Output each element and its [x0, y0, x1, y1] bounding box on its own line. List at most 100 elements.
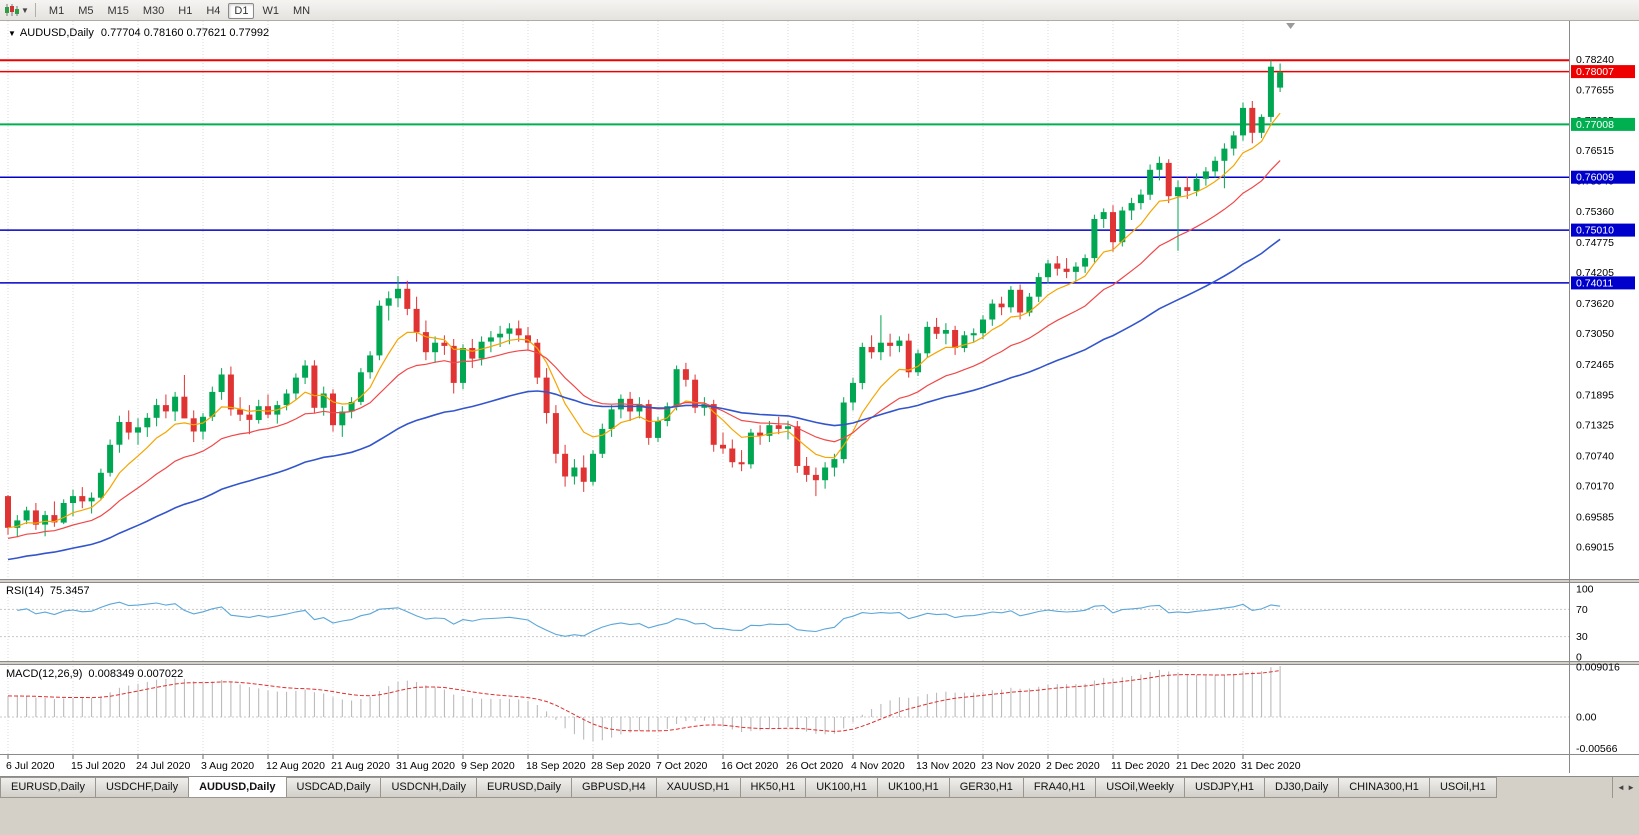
svg-text:0.78240: 0.78240 — [1576, 54, 1614, 66]
chart-tab-USOil-Weekly[interactable]: USOil,Weekly — [1096, 777, 1185, 798]
svg-text:0.69015: 0.69015 — [1576, 542, 1614, 554]
svg-text:-0.00566: -0.00566 — [1576, 743, 1618, 755]
svg-text:0.76009: 0.76009 — [1576, 172, 1614, 184]
timeframe-button-M5[interactable]: M5 — [78, 5, 94, 17]
svg-text:18 Sep 2020: 18 Sep 2020 — [526, 760, 586, 772]
price-badge-0.77008: 0.77008 — [1571, 117, 1635, 131]
svg-text:0.73050: 0.73050 — [1576, 328, 1614, 340]
price-axis-labels: 0.782400.776550.770850.765150.759400.753… — [1576, 54, 1620, 755]
svg-text:0.69585: 0.69585 — [1576, 512, 1614, 524]
svg-text:3 Aug 2020: 3 Aug 2020 — [201, 760, 254, 772]
svg-text:31 Aug 2020: 31 Aug 2020 — [396, 760, 455, 772]
svg-text:0.70740: 0.70740 — [1576, 450, 1614, 462]
svg-text:0: 0 — [1576, 652, 1582, 664]
svg-text:24 Jul 2020: 24 Jul 2020 — [136, 760, 190, 772]
panel-divider[interactable] — [0, 661, 1639, 665]
tab-scroll-arrows[interactable]: ◄ ► — [1612, 777, 1639, 798]
price-chart[interactable]: 0.782400.776550.770850.765150.759400.753… — [0, 21, 1639, 776]
timeframe-button-H1[interactable]: H1 — [178, 5, 193, 17]
svg-text:0.71325: 0.71325 — [1576, 420, 1614, 432]
chart-tab-CHINA300-H1[interactable]: CHINA300,H1 — [1339, 777, 1430, 798]
timeframe-button-M1[interactable]: M1 — [48, 5, 65, 17]
svg-text:0.75010: 0.75010 — [1576, 225, 1614, 237]
chart-tab-USOil-H1[interactable]: USOil,H1 — [1429, 777, 1497, 798]
svg-text:70: 70 — [1576, 604, 1588, 616]
svg-text:9 Sep 2020: 9 Sep 2020 — [461, 760, 515, 772]
chart-tab-USDJPY-H1[interactable]: USDJPY,H1 — [1184, 777, 1266, 798]
svg-text:16 Oct 2020: 16 Oct 2020 — [721, 760, 778, 772]
chart-symbol-period: AUDUSD,Daily — [19, 27, 94, 39]
macd-name: MACD(12,26,9) — [6, 668, 83, 680]
rsi-value: 75.3457 — [49, 585, 90, 597]
chart-tab-UK100-H1[interactable]: UK100,H1 — [877, 777, 950, 798]
chart-tab-FRA40-H1[interactable]: FRA40,H1 — [1023, 777, 1097, 798]
timeframe-toolbar: ▼ M1 M5 M15 M30 H1 H4 D1 W1 MN — [0, 0, 1639, 21]
tab-scroll-left-icon[interactable]: ◄ — [1616, 783, 1625, 792]
svg-text:0.78007: 0.78007 — [1576, 66, 1614, 78]
timeframe-button-M30[interactable]: M30 — [142, 5, 165, 17]
chart-tabs-strip: EURUSD,Daily USDCHF,Daily AUDUSD,Daily USDC… — [0, 777, 1612, 798]
chart-background — [0, 21, 1639, 776]
chart-tab-AUDUSD-Daily[interactable]: AUDUSD,Daily — [189, 777, 287, 798]
timeframe-button-MN[interactable]: MN — [292, 5, 311, 17]
chart-tab-HK50-H1[interactable]: HK50,H1 — [740, 777, 807, 798]
moving-average-20 — [7, 160, 1281, 539]
panel-divider[interactable] — [0, 579, 1639, 583]
chart-tab-UK100-H1[interactable]: UK100,H1 — [806, 777, 878, 798]
chart-area: 0.782400.776550.770850.765150.759400.753… — [0, 21, 1639, 776]
timeframe-button-D1[interactable]: D1 — [228, 3, 255, 19]
timeframe-button-H4[interactable]: H4 — [206, 5, 221, 17]
toolbar-separator — [34, 3, 36, 17]
svg-text:31 Dec 2020: 31 Dec 2020 — [1241, 760, 1301, 772]
chart-ohlc-values: 0.77704 0.78160 0.77621 0.77992 — [100, 27, 270, 39]
chart-type-dropdown-icon[interactable]: ▼ — [21, 5, 29, 15]
chart-menu-arrow-icon[interactable]: ▼ — [8, 29, 16, 38]
svg-text:0.75360: 0.75360 — [1576, 206, 1614, 218]
svg-text:0.74011: 0.74011 — [1576, 277, 1613, 289]
svg-text:0.73620: 0.73620 — [1576, 298, 1614, 310]
chart-tab-EURUSD-Daily[interactable]: EURUSD,Daily — [477, 777, 572, 798]
chart-tab-GBPUSD-H4[interactable]: GBPUSD,H4 — [572, 777, 657, 798]
price-badge-0.78007: 0.78007 — [1571, 65, 1635, 79]
macd-indicator-label: MACD(12,26,9) 0.008349 0.007022 — [6, 668, 183, 680]
chart-type-icon[interactable] — [4, 3, 19, 17]
chart-tab-USDCNH-Daily[interactable]: USDCNH,Daily — [381, 777, 478, 798]
chart-tab-EURUSD-Daily[interactable]: EURUSD,Daily — [0, 777, 96, 798]
rsi-line — [17, 601, 1281, 637]
tab-scroll-right-icon[interactable]: ► — [1627, 783, 1636, 792]
svg-text:4 Nov 2020: 4 Nov 2020 — [851, 760, 905, 772]
svg-text:0.74775: 0.74775 — [1576, 237, 1614, 249]
svg-text:0.00: 0.00 — [1576, 712, 1597, 724]
chart-tab-XAUUSD-H1[interactable]: XAUUSD,H1 — [656, 777, 741, 798]
chart-shift-marker-icon[interactable] — [1286, 23, 1296, 29]
macd-signal-line — [7, 670, 1281, 732]
timeframe-button-M15[interactable]: M15 — [107, 5, 129, 17]
price-badge-0.75010: 0.75010 — [1571, 223, 1635, 237]
svg-text:21 Aug 2020: 21 Aug 2020 — [331, 760, 390, 772]
svg-text:0.76515: 0.76515 — [1576, 145, 1614, 157]
svg-text:100: 100 — [1576, 584, 1594, 596]
svg-text:0.70170: 0.70170 — [1576, 481, 1614, 493]
svg-text:6 Jul 2020: 6 Jul 2020 — [6, 760, 55, 772]
chart-tab-USDCAD-Daily[interactable]: USDCAD,Daily — [286, 777, 382, 798]
price-badge-0.76009: 0.76009 — [1571, 170, 1635, 184]
svg-text:0.009016: 0.009016 — [1576, 662, 1620, 674]
timeframe-button-W1[interactable]: W1 — [262, 5, 279, 17]
chart-tab-GER30-H1[interactable]: GER30,H1 — [949, 777, 1024, 798]
svg-text:15 Jul 2020: 15 Jul 2020 — [71, 760, 125, 772]
svg-text:0.77655: 0.77655 — [1576, 85, 1614, 97]
time-axis-labels: 6 Jul 2020 15 Jul 2020 24 Jul 2020 3 Aug 20… — [6, 755, 1301, 772]
moving-average-50 — [7, 238, 1281, 561]
svg-text:28 Sep 2020: 28 Sep 2020 — [591, 760, 651, 772]
svg-text:2 Dec 2020: 2 Dec 2020 — [1046, 760, 1100, 772]
svg-text:26 Oct 2020: 26 Oct 2020 — [786, 760, 843, 772]
chart-tab-DJ30-Daily[interactable]: DJ30,Daily — [1265, 777, 1340, 798]
candles-layer[interactable] — [5, 60, 1284, 538]
svg-text:0.74205: 0.74205 — [1576, 267, 1614, 279]
chart-tab-bar: EURUSD,Daily USDCHF,Daily AUDUSD,Daily USDC… — [0, 776, 1639, 798]
price-badge-0.74011: 0.74011 — [1571, 276, 1635, 290]
chart-tab-USDCHF-Daily[interactable]: USDCHF,Daily — [95, 777, 190, 798]
svg-text:0.77008: 0.77008 — [1576, 119, 1614, 131]
svg-text:23 Nov 2020: 23 Nov 2020 — [981, 760, 1041, 772]
